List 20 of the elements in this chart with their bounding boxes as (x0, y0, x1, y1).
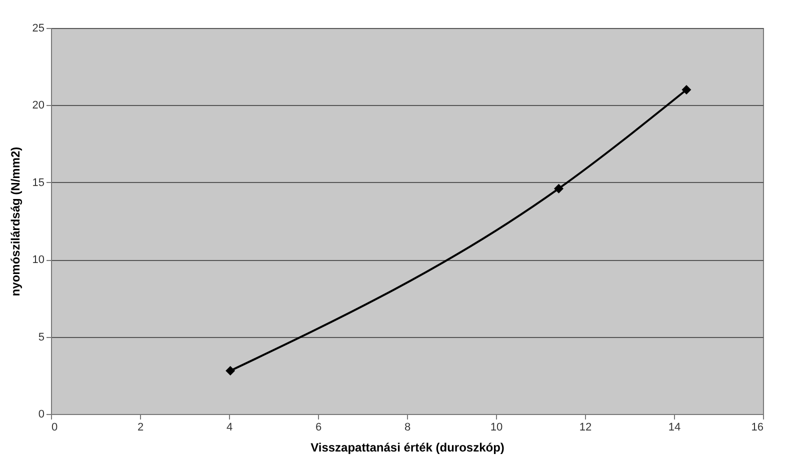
x-tick-label: 4 (226, 422, 233, 434)
y-tick-label: 20 (32, 100, 44, 112)
x-tick-label: 16 (751, 422, 764, 434)
x-axis-title: Visszapattanási érték (duroszkóp) (310, 440, 504, 454)
y-tick-label: 5 (38, 331, 44, 344)
x-tick-label: 6 (315, 422, 322, 434)
x-tick-label: 10 (490, 422, 503, 434)
point (554, 184, 564, 194)
x-tick-label: 2 (137, 422, 144, 434)
point (226, 366, 236, 376)
y-tick-label: 10 (32, 254, 44, 266)
y-axis-title: nyomószilárdság (N/mm2) (8, 146, 22, 296)
x-tick-label: 12 (579, 422, 592, 434)
y-tick-label: 25 (32, 22, 44, 34)
point (682, 85, 692, 95)
x-tick-label: 14 (668, 422, 681, 434)
y-tick-label: 0 (38, 408, 44, 420)
x-tick-label: 0 (52, 422, 58, 434)
y-tick-label: 15 (32, 176, 44, 189)
x-tick-label: 8 (404, 422, 411, 434)
